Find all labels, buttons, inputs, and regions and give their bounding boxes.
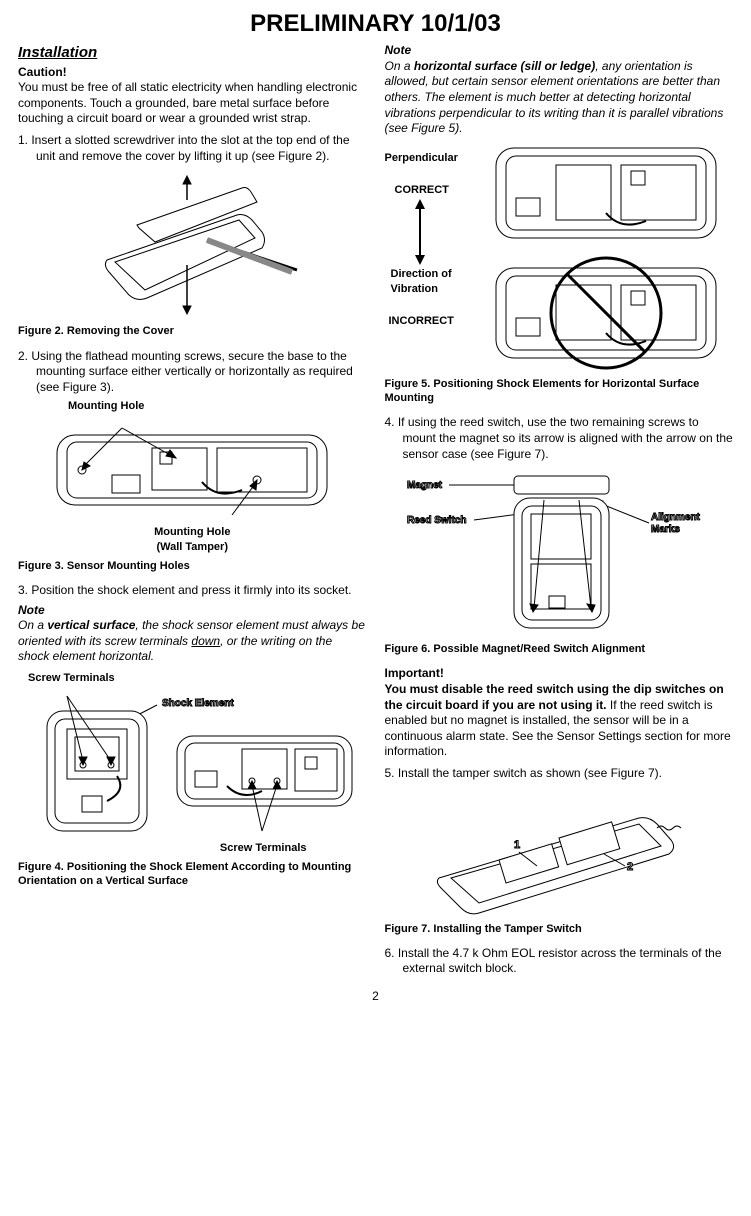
figure-3-caption: Figure 3. Sensor Mounting Holes xyxy=(18,559,367,573)
note-bold: vertical surface xyxy=(47,618,135,632)
svg-text:2: 2 xyxy=(627,861,633,873)
figure-3 xyxy=(18,420,367,520)
step-6: 6. Install the 4.7 k Ohm EOL resistor ac… xyxy=(385,946,734,977)
note-under: down xyxy=(191,634,220,648)
installation-heading: Installation xyxy=(18,43,367,63)
figure-4-caption: Figure 4. Positioning the Shock Element … xyxy=(18,860,367,889)
figure-6: Magnet Reed Switch Alignment Marks xyxy=(385,468,734,638)
svg-text:Alignment: Alignment xyxy=(651,512,701,523)
note-heading-left: Note xyxy=(18,603,367,619)
rnote-pre: On a xyxy=(385,59,414,73)
figure-7-caption: Figure 7. Installing the Tamper Switch xyxy=(385,922,734,936)
step-3: 3. Position the shock element and press … xyxy=(18,583,367,599)
caution-body: You must be free of all static electrici… xyxy=(18,80,367,127)
figure-7: 1 2 xyxy=(385,788,734,918)
figure-6-caption: Figure 6. Possible Magnet/Reed Switch Al… xyxy=(385,642,734,656)
fig4-label-st2: Screw Terminals xyxy=(18,841,307,855)
step-2: 2. Using the flathead mounting screws, s… xyxy=(18,349,367,396)
figure-4: Shock Element xyxy=(18,691,367,855)
fig5-dir2: Vibration xyxy=(391,282,480,296)
fig5-perp: Perpendicular xyxy=(385,151,480,165)
caution-heading: Caution! xyxy=(18,65,367,81)
fig3-label-top: Mounting Hole xyxy=(68,399,367,413)
page-title: PRELIMINARY 10/1/03 xyxy=(0,0,751,43)
figure-5: Perpendicular CORRECT Direction of Vibra… xyxy=(385,143,734,373)
fig4-label-st1: Screw Terminals xyxy=(28,671,367,685)
fig5-incorrect: INCORRECT xyxy=(389,314,480,328)
fig3-label-bottom-1: Mounting Hole xyxy=(154,526,230,538)
svg-text:1: 1 xyxy=(514,839,520,851)
page-number: 2 xyxy=(0,981,751,1013)
svg-text:Marks: Marks xyxy=(651,524,680,535)
step-5: 5. Install the tamper switch as shown (s… xyxy=(385,766,734,782)
note-body-right: On a horizontal surface (sill or ledge),… xyxy=(385,59,734,137)
svg-text:Magnet: Magnet xyxy=(407,480,443,491)
figure-5-caption: Figure 5. Positioning Shock Elements for… xyxy=(385,377,734,406)
important-heading: Important! xyxy=(385,666,734,682)
step-4: 4. If using the reed switch, use the two… xyxy=(385,415,734,462)
fig5-correct: CORRECT xyxy=(395,183,480,197)
step-1: 1. Insert a slotted screwdriver into the… xyxy=(18,133,367,164)
fig5-dir1: Direction of xyxy=(391,267,480,281)
left-column: Installation Caution! You must be free o… xyxy=(18,43,367,981)
figure-2 xyxy=(18,170,367,320)
note-heading-right: Note xyxy=(385,43,734,59)
right-column: Note On a horizontal surface (sill or le… xyxy=(385,43,734,981)
figure-2-caption: Figure 2. Removing the Cover xyxy=(18,324,367,338)
important-body: You must disable the reed switch using t… xyxy=(385,682,734,760)
fig3-label-bottom-2: (Wall Tamper) xyxy=(156,541,228,553)
note-body-left: On a vertical surface, the shock sensor … xyxy=(18,618,367,665)
note-pre: On a xyxy=(18,618,47,632)
svg-text:Shock Element: Shock Element xyxy=(162,698,234,709)
rnote-bold: horizontal surface (sill or ledge) xyxy=(414,59,595,73)
svg-text:Reed Switch: Reed Switch xyxy=(407,515,466,526)
two-column-layout: Installation Caution! You must be free o… xyxy=(0,43,751,981)
